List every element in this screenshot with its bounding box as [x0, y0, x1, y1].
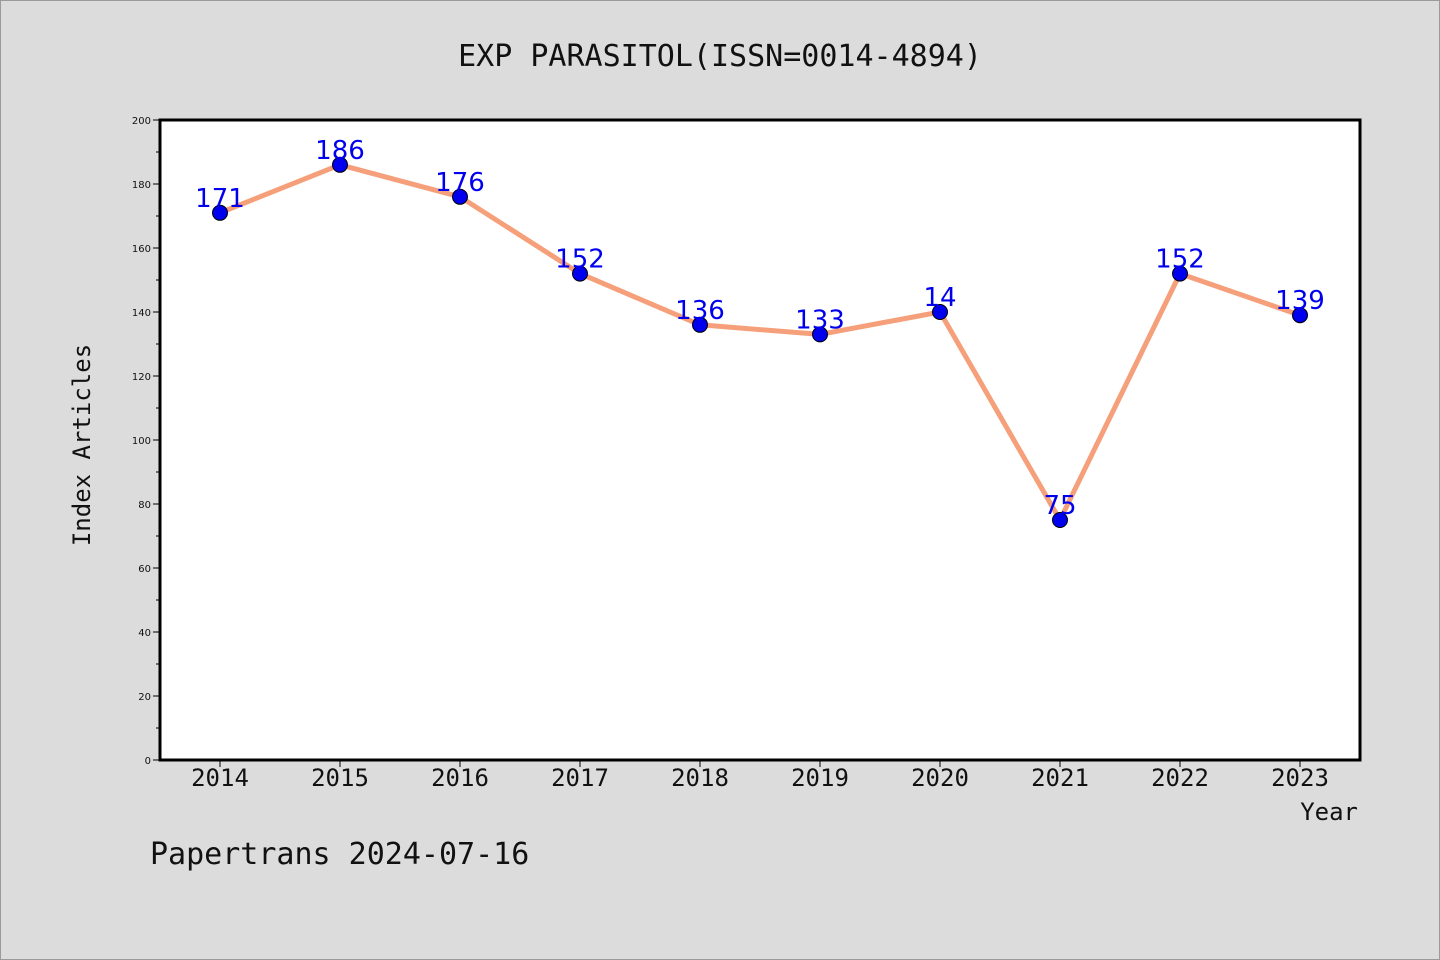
data-label: 152: [555, 245, 605, 275]
data-label: 133: [795, 305, 845, 335]
x-tick-label: 2018: [671, 764, 729, 792]
x-axis: 2014 2015 2016 2017 2018 2019 2020 2021 2022 2023: [191, 760, 1329, 792]
x-axis-label: Year: [1300, 798, 1358, 826]
data-point: [1052, 512, 1068, 528]
x-tick-label: 2017: [551, 764, 609, 792]
data-point: [452, 188, 468, 205]
y-axis: 0 20 40 60 80 100 120 140 160 180 200: [132, 116, 160, 767]
data-label: 139: [1275, 286, 1325, 316]
y-tick-label: 120: [132, 372, 151, 383]
x-tick-label: 2019: [791, 764, 849, 792]
x-tick-label: 2014: [191, 764, 249, 792]
data-point: [572, 265, 588, 282]
x-tick-label: 2023: [1271, 764, 1329, 792]
y-axis-label: Index Articles: [68, 344, 96, 546]
y-tick-label: 0: [145, 756, 151, 767]
data-label: 176: [435, 168, 485, 198]
chart-title: EXP PARASITOL(ISSN=0014-4894): [458, 39, 982, 74]
data-point: [332, 156, 348, 173]
data-point: [932, 304, 948, 320]
y-tick-label: 100: [132, 436, 151, 447]
x-tick-label: 2016: [431, 764, 489, 792]
x-tick-label: 2015: [311, 764, 369, 792]
y-tick-label: 20: [138, 692, 151, 703]
data-point: [212, 204, 228, 221]
y-tick-label: 60: [138, 564, 151, 575]
y-tick-label: 160: [132, 244, 151, 255]
data-label: 75: [1043, 491, 1076, 521]
footer-credit: Papertrans 2024-07-16: [150, 837, 529, 872]
y-tick-label: 140: [132, 308, 151, 319]
data-point: [692, 316, 708, 333]
data-point: [1172, 265, 1188, 282]
y-tick-label: 40: [138, 628, 151, 639]
data-point: [812, 326, 828, 343]
data-label: 171: [195, 184, 245, 214]
data-label: 186: [315, 136, 365, 166]
x-tick-label: 2020: [911, 764, 969, 792]
x-tick-label: 2022: [1151, 764, 1209, 792]
series-line: [217, 162, 1303, 523]
data-point: [1292, 307, 1308, 324]
y-tick-label: 180: [132, 180, 151, 191]
y-tick-label: 200: [132, 116, 151, 127]
data-label: 14: [923, 283, 956, 313]
plot-area: [158, 118, 1362, 762]
data-label: 152: [1155, 245, 1205, 275]
series-group: 171 186 176 152 136 133 14 75 152 139: [195, 136, 1325, 528]
data-label: 136: [675, 296, 725, 326]
x-tick-label: 2021: [1031, 764, 1089, 792]
y-tick-label: 80: [138, 500, 151, 511]
